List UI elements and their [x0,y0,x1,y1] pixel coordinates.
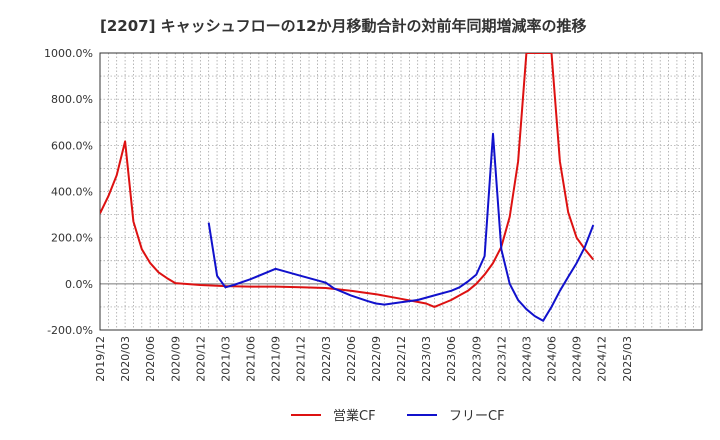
series-line-free-cf [207,132,595,322]
x-tick-label: 2024/09 [571,336,584,382]
x-tick-label: 2023/12 [495,336,508,382]
x-tick-label: 2025/03 [621,336,634,382]
y-tick-label: 400.0% [51,186,93,199]
x-tick-label: 2022/12 [395,336,408,382]
y-tick-label: 1000.0% [44,47,93,60]
legend: 営業CF フリーCF [291,408,505,424]
x-tick-label: 2021/09 [270,336,283,382]
series-line-operating-cf [100,53,595,308]
plot-frame [99,52,703,331]
legend-label-free-cf: フリーCF [449,409,505,424]
x-tick-label: 2021/03 [219,336,232,382]
x-tick-label: 2022/09 [370,336,383,382]
x-tick-label: 2020/09 [169,336,182,382]
x-tick-label: 2022/06 [345,336,358,382]
plot-area: -200.0% 0.0% 200.0% 400.0% 600.0% 800.0% 1000.… [44,47,703,382]
y-tick-label: 0.0% [65,278,93,291]
x-tick-label: 2024/06 [546,336,559,382]
x-tick-label: 2024/03 [520,336,533,382]
chart-title: [2207] キャッシュフローの12か月移動合計の対前年同期増減率の推移 [100,17,587,35]
x-tick-label: 2022/03 [320,336,333,382]
x-tick-label: 2020/06 [144,336,157,382]
y-tick-label: 800.0% [51,93,93,106]
x-tick-label: 2021/06 [245,336,258,382]
x-tick-label: 2023/06 [445,336,458,382]
legend-label-operating-cf: 営業CF [333,408,376,424]
y-tick-label: 600.0% [51,139,93,152]
x-tick-label: 2023/09 [470,336,483,382]
x-tick-label: 2020/03 [119,336,132,382]
x-tick-label: 2019/12 [94,336,107,382]
x-tick-label: 2023/03 [420,336,433,382]
y-tick-label: -200.0% [47,324,93,337]
x-tick-label: 2021/12 [295,336,308,382]
y-tick-label: 200.0% [51,232,93,245]
x-tick-label: 2024/12 [596,336,609,382]
x-tick-label: 2020/12 [194,336,207,382]
